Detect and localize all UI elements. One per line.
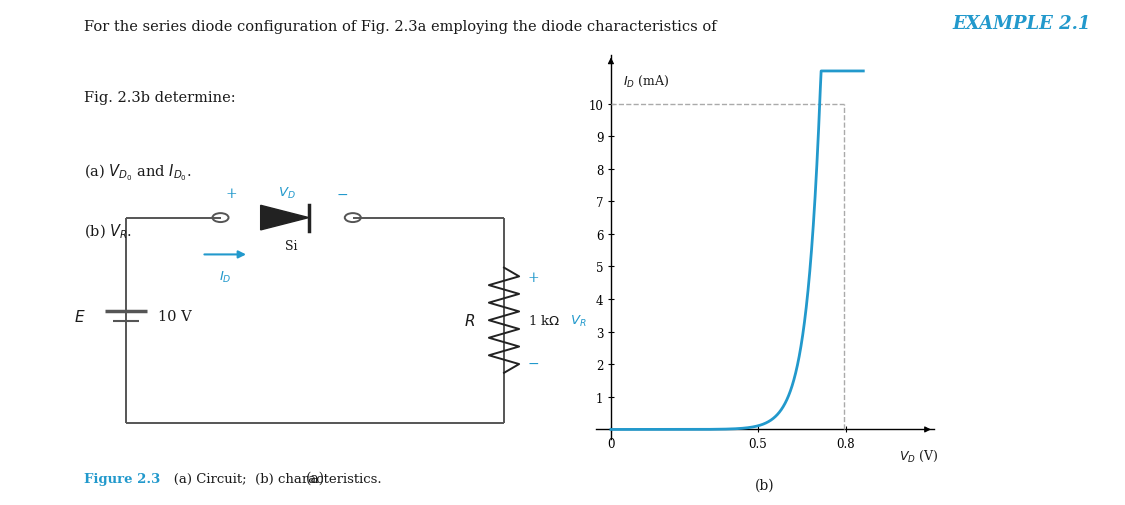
Text: $E$: $E$ [74, 308, 86, 324]
Text: $V_D$ (V): $V_D$ (V) [899, 447, 938, 463]
Text: For the series diode configuration of Fig. 2.3a employing the diode characterist: For the series diode configuration of Fi… [84, 20, 717, 34]
Text: 10 V: 10 V [159, 309, 192, 323]
Text: +: + [528, 271, 539, 285]
Text: (a) $V_{D_0}$ and $I_{D_0}$.: (a) $V_{D_0}$ and $I_{D_0}$. [84, 162, 192, 182]
Text: $V_R$: $V_R$ [570, 313, 587, 328]
Text: (b): (b) [755, 478, 775, 492]
Text: Figure 2.3: Figure 2.3 [84, 472, 161, 485]
Text: $V_D$: $V_D$ [278, 186, 296, 201]
Text: EXAMPLE 2.1: EXAMPLE 2.1 [953, 15, 1091, 33]
Polygon shape [261, 206, 308, 230]
Text: Fig. 2.3b determine:: Fig. 2.3b determine: [84, 91, 236, 105]
Text: −: − [336, 187, 348, 201]
Text: −: − [528, 357, 539, 371]
Text: $I_D$ (mA): $I_D$ (mA) [622, 73, 669, 88]
Text: $I_D$: $I_D$ [219, 269, 232, 284]
Text: Si: Si [285, 239, 298, 252]
Text: $R$: $R$ [465, 313, 476, 329]
Text: (b) $V_R$.: (b) $V_R$. [84, 222, 133, 240]
Text: 1 k$\Omega$: 1 k$\Omega$ [528, 314, 560, 328]
Text: (a): (a) [306, 470, 325, 484]
Text: (a) Circuit;  (b) characteristics.: (a) Circuit; (b) characteristics. [161, 472, 381, 485]
Text: +: + [225, 187, 237, 201]
